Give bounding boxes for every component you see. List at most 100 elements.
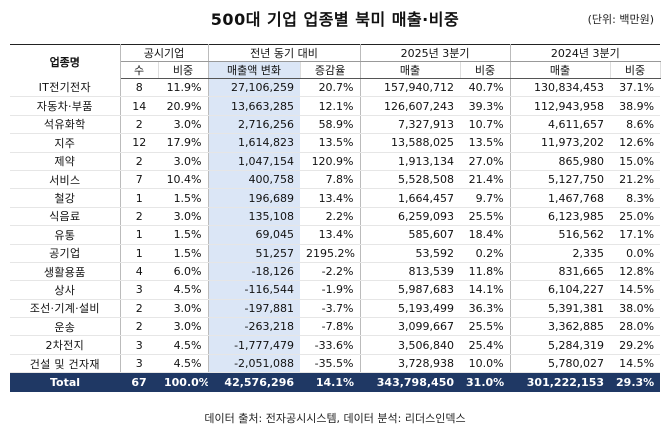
- cell-sales-2024: 5,780,027: [510, 354, 611, 374]
- cell-share: 6.0%: [158, 262, 209, 282]
- cell-change: 27,106,259: [208, 78, 301, 98]
- cell-sales-2025: 5,528,508: [360, 170, 461, 190]
- cell-share-2024: 25.0%: [610, 207, 661, 227]
- cell-rate: 120.9%: [300, 152, 361, 171]
- cell-share: 3.0%: [158, 207, 209, 227]
- table-row: 지주 12 17.9% 1,614,823 13.5% 13,588,025 13.5% 11…: [10, 133, 661, 153]
- cell-sales-2025: 6,259,093: [360, 207, 461, 227]
- total-sales-2025: 343,798,450: [360, 372, 461, 392]
- total-label: Total: [10, 372, 120, 392]
- cell-change: 1,047,154: [208, 152, 301, 171]
- source-footer: 데이터 출처: 전자공시시스템, 데이터 분석: 리더스인덱스: [204, 412, 466, 425]
- cell-sales-2025: 3,099,667: [360, 317, 461, 337]
- cell-change: 1,614,823: [208, 133, 301, 153]
- cell-share-2024: 29.2%: [610, 335, 661, 355]
- cell-rate: 7.8%: [300, 170, 361, 190]
- header-change: 매출액 변화: [208, 61, 301, 79]
- total-rate: 14.1%: [300, 372, 361, 392]
- cell-count: 8: [120, 78, 158, 98]
- cell-sales-2024: 516,562: [510, 225, 611, 245]
- cell-industry: 건설 및 건자재: [10, 354, 121, 374]
- table-row: 공기업 1 1.5% 51,257 2195.2% 53,592 0.2% 2,335 0.0%: [10, 244, 661, 263]
- cell-share: 17.9%: [158, 133, 209, 153]
- cell-industry: 상사: [10, 280, 121, 300]
- header-count: 수: [120, 61, 159, 79]
- cell-count: 14: [120, 96, 158, 116]
- cell-change: 69,045: [208, 225, 301, 245]
- cell-sales-2024: 831,665: [510, 262, 611, 282]
- cell-industry: 유통: [10, 225, 121, 245]
- cell-share-2025: 39.3%: [460, 96, 511, 116]
- table-row: 조선·기계·설비 2 3.0% -197,881 -3.7% 5,193,499 36.3%…: [10, 299, 661, 319]
- cell-share: 4.5%: [158, 280, 209, 300]
- cell-rate: -7.8%: [300, 317, 361, 337]
- table-row: 건설 및 건자재 3 4.5% -2,051,088 -35.5% 3,728,938 10…: [10, 354, 661, 374]
- cell-share-2025: 10.0%: [460, 354, 511, 374]
- cell-rate: 13.4%: [300, 225, 361, 245]
- table-row: 제약 2 3.0% 1,047,154 120.9% 1,913,134 27.0% 865,…: [10, 152, 661, 171]
- cell-count: 1: [120, 188, 158, 208]
- cell-rate: 13.4%: [300, 188, 361, 208]
- cell-share-2024: 12.8%: [610, 262, 661, 282]
- table-row: 2차전지 3 4.5% -1,777,479 -33.6% 3,506,840 25.4% 5…: [10, 335, 661, 355]
- cell-share-2025: 18.4%: [460, 225, 511, 245]
- cell-change: -263,218: [208, 317, 301, 337]
- cell-sales-2024: 6,123,985: [510, 207, 611, 227]
- table-row: 유통 1 1.5% 69,045 13.4% 585,607 18.4% 516,562 17.…: [10, 225, 661, 245]
- cell-sales-2025: 813,539: [360, 262, 461, 282]
- cell-share-2025: 25.4%: [460, 335, 511, 355]
- table-row: IT전기전자 8 11.9% 27,106,259 20.7% 157,940,712 40…: [10, 78, 661, 98]
- cell-share-2024: 0.0%: [610, 244, 661, 263]
- cell-share: 11.9%: [158, 78, 209, 98]
- cell-sales-2024: 865,980: [510, 152, 611, 171]
- table-row: 식음료 2 3.0% 135,108 2.2% 6,259,093 25.5% 6,123,9…: [10, 207, 661, 227]
- cell-rate: -33.6%: [300, 335, 361, 355]
- cell-share-2025: 11.8%: [460, 262, 511, 282]
- cell-share-2024: 38.0%: [610, 299, 661, 319]
- header-group-2025: 2025년 3분기: [360, 44, 511, 62]
- cell-change: -2,051,088: [208, 354, 301, 374]
- header-sales-2025: 매출: [360, 61, 461, 79]
- table-row: 서비스 7 10.4% 400,758 7.8% 5,528,508 21.4% 5,127,…: [10, 170, 661, 190]
- cell-sales-2024: 3,362,885: [510, 317, 611, 337]
- cell-change: 51,257: [208, 244, 301, 263]
- cell-share: 20.9%: [158, 96, 209, 116]
- cell-rate: 2195.2%: [300, 244, 361, 263]
- cell-industry: 생활용품: [10, 262, 121, 282]
- cell-count: 7: [120, 170, 158, 190]
- cell-count: 1: [120, 225, 158, 245]
- cell-sales-2024: 5,284,319: [510, 335, 611, 355]
- cell-industry: IT전기전자: [10, 78, 121, 98]
- table-row: 상사 3 4.5% -116,544 -1.9% 5,987,683 14.1% 6,104,…: [10, 280, 661, 300]
- cell-share: 1.5%: [158, 188, 209, 208]
- cell-share-2024: 38.9%: [610, 96, 661, 116]
- cell-share-2025: 40.7%: [460, 78, 511, 98]
- cell-share-2024: 17.1%: [610, 225, 661, 245]
- header-group-2024: 2024년 3분기: [510, 44, 661, 62]
- cell-count: 3: [120, 280, 158, 300]
- total-share-2024: 29.3%: [610, 372, 661, 392]
- cell-count: 2: [120, 299, 158, 319]
- cell-share-2025: 10.7%: [460, 115, 511, 135]
- cell-industry: 조선·기계·설비: [10, 299, 121, 319]
- cell-share-2025: 25.5%: [460, 207, 511, 227]
- cell-change: -18,126: [208, 262, 301, 282]
- cell-sales-2024: 5,127,750: [510, 170, 611, 190]
- table-row: 자동차·부품 14 20.9% 13,663,285 12.1% 126,607,243 3…: [10, 96, 661, 116]
- cell-industry: 2차전지: [10, 335, 121, 355]
- cell-share-2024: 12.6%: [610, 133, 661, 153]
- cell-share: 3.0%: [158, 317, 209, 337]
- unit-label: (단위: 백만원): [587, 13, 654, 26]
- cell-share-2025: 21.4%: [460, 170, 511, 190]
- cell-share: 4.5%: [158, 335, 209, 355]
- header-sales-2024: 매출: [510, 61, 611, 79]
- cell-share-2024: 14.5%: [610, 354, 661, 374]
- cell-industry: 식음료: [10, 207, 121, 227]
- cell-sales-2024: 5,391,381: [510, 299, 611, 319]
- cell-rate: 58.9%: [300, 115, 361, 135]
- cell-count: 3: [120, 354, 158, 374]
- cell-change: -116,544: [208, 280, 301, 300]
- cell-sales-2025: 3,506,840: [360, 335, 461, 355]
- cell-sales-2025: 5,193,499: [360, 299, 461, 319]
- header-group-yoy: 전년 동기 대비: [208, 44, 361, 62]
